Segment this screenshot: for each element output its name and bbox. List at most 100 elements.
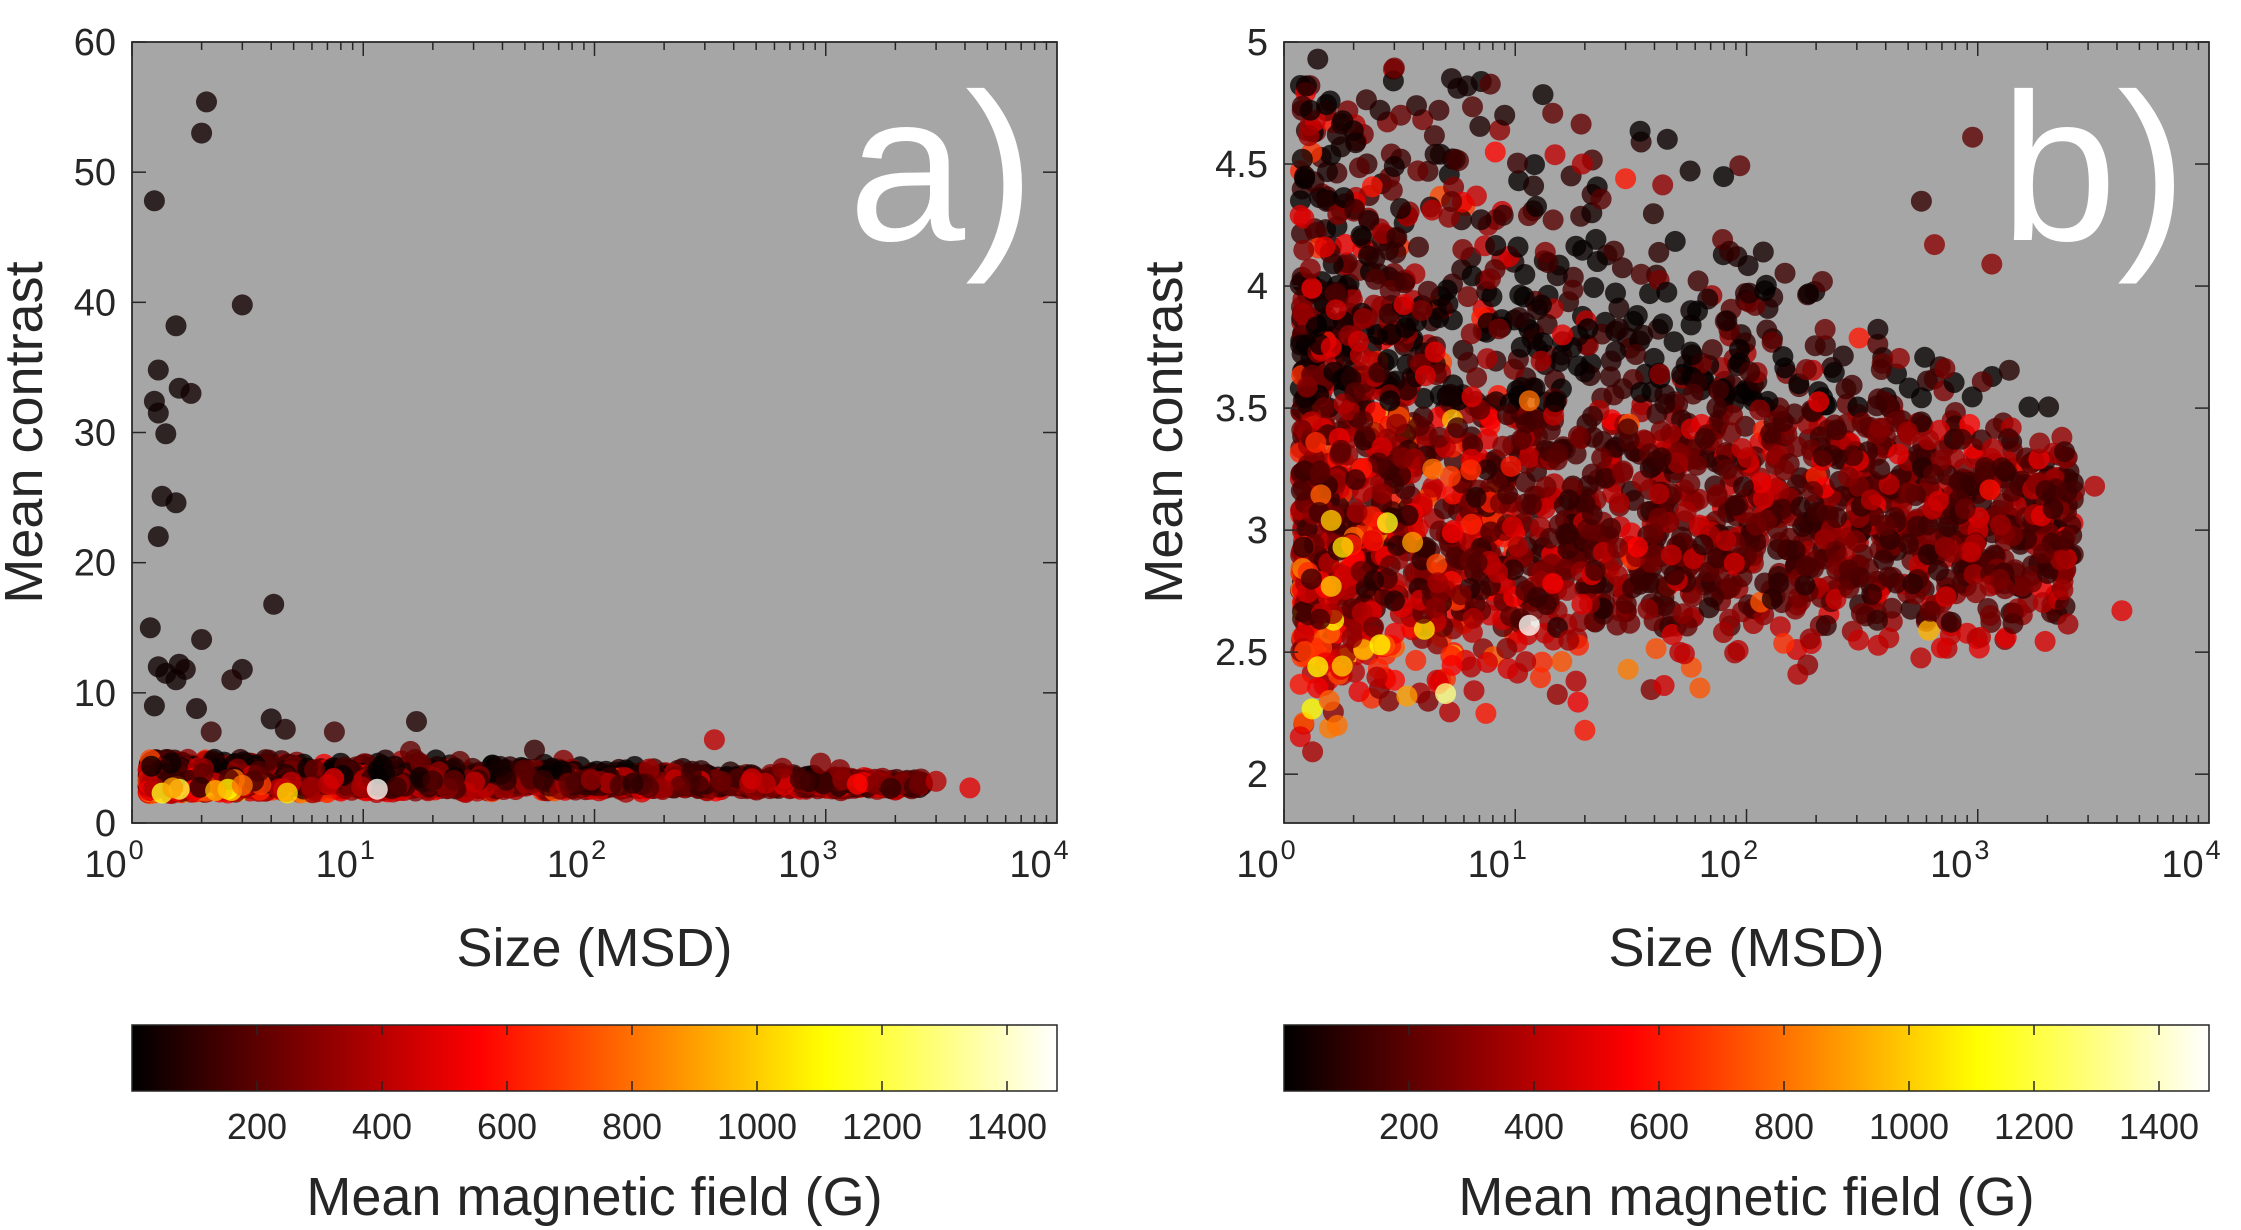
data-point	[1645, 638, 1667, 660]
data-point	[1408, 236, 1429, 258]
x-tick-label: 104	[1009, 835, 1068, 886]
data-point	[1463, 680, 1485, 702]
data-point	[2018, 396, 2040, 418]
data-point	[385, 776, 407, 798]
data-point	[1608, 318, 1630, 340]
data-point	[1390, 198, 1412, 219]
data-point	[155, 423, 177, 445]
y-tick-label: 0	[95, 803, 116, 845]
data-point	[1653, 675, 1675, 696]
data-point	[147, 526, 169, 548]
colorbar-tick-label: 1400	[967, 1106, 1047, 1147]
data-point	[2034, 630, 2056, 652]
data-point	[274, 718, 296, 740]
data-point	[221, 669, 243, 691]
data-point	[1629, 120, 1651, 142]
data-point	[1441, 522, 1463, 544]
data-point	[1492, 204, 1514, 226]
data-point	[406, 711, 427, 732]
data-point	[1461, 513, 1482, 535]
data-point	[1918, 429, 1940, 451]
data-point	[1625, 344, 1647, 365]
colorbar-tick-label: 600	[477, 1106, 537, 1147]
colorbar-tick-label: 200	[227, 1106, 287, 1147]
x-tick-label: 101	[316, 835, 375, 886]
data-point	[1760, 422, 1782, 444]
data-point	[1551, 651, 1573, 672]
data-point	[1480, 521, 1502, 543]
data-point	[1637, 598, 1659, 620]
data-point	[1348, 681, 1370, 703]
data-point	[1910, 647, 1932, 669]
data-point	[443, 769, 465, 791]
data-point	[2038, 396, 2060, 418]
data-point	[1583, 277, 1605, 298]
data-point	[1605, 282, 1626, 304]
y-tick-label: 20	[74, 543, 116, 585]
plot-area	[131, 41, 1058, 824]
data-point	[1663, 331, 1685, 353]
data-point	[1405, 649, 1427, 671]
data-point	[1632, 324, 1654, 346]
data-point	[1603, 240, 1625, 262]
data-point	[1301, 277, 1323, 299]
data-point	[1642, 203, 1664, 225]
data-point	[1774, 262, 1796, 284]
data-point	[1475, 702, 1497, 724]
data-point	[1562, 279, 1584, 301]
data-point	[1934, 358, 1956, 379]
data-point	[1507, 536, 1529, 558]
data-point	[2057, 613, 2079, 635]
data-point	[1542, 102, 1564, 124]
scatter-points	[137, 91, 981, 805]
data-point	[191, 629, 213, 650]
data-point	[1407, 160, 1429, 182]
data-point	[1930, 637, 1952, 659]
data-point	[1460, 323, 1482, 345]
colorbar-tick-label: 1000	[717, 1106, 797, 1147]
data-point	[1626, 305, 1648, 326]
data-point	[186, 698, 207, 719]
data-point	[1713, 166, 1735, 188]
data-point	[276, 782, 298, 804]
data-point	[366, 778, 388, 800]
data-point	[1496, 638, 1518, 659]
data-point	[829, 759, 851, 781]
data-point	[1652, 174, 1674, 196]
data-point	[1408, 415, 1430, 437]
data-point	[1832, 345, 1854, 367]
data-point	[1867, 318, 1889, 340]
data-point	[1305, 316, 1327, 338]
data-point	[1521, 494, 1543, 515]
y-tick-label: 30	[74, 413, 116, 455]
data-point	[1298, 125, 1320, 147]
data-point	[160, 752, 182, 774]
data-point	[196, 91, 217, 113]
data-point	[1302, 741, 1324, 763]
data-point	[514, 759, 536, 781]
data-point	[165, 492, 187, 514]
data-point	[143, 695, 165, 717]
data-point	[1565, 670, 1587, 692]
data-point	[1814, 318, 1836, 340]
data-point	[1364, 248, 1386, 269]
data-point	[1797, 654, 1819, 676]
data-point	[1799, 628, 1821, 650]
data-point	[165, 669, 187, 691]
data-point	[532, 769, 554, 791]
panel-label: b)	[2000, 50, 2187, 285]
data-point	[1325, 299, 1347, 321]
data-point	[1476, 651, 1498, 673]
y-tick-label: 50	[74, 152, 116, 194]
data-point	[1289, 673, 1311, 695]
data-point	[1671, 364, 1693, 385]
data-point	[1479, 73, 1501, 95]
colorbar-tick-label: 800	[602, 1106, 662, 1147]
data-point	[1532, 84, 1554, 106]
data-point	[422, 770, 444, 792]
data-point	[1393, 294, 1415, 315]
data-point	[180, 382, 202, 404]
data-point	[205, 780, 227, 801]
data-point	[147, 359, 169, 381]
data-point	[464, 771, 486, 793]
